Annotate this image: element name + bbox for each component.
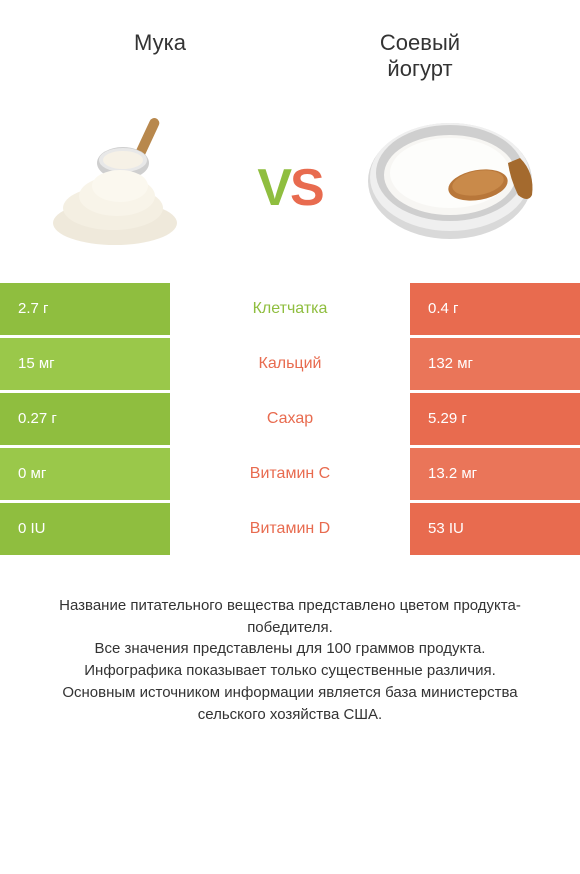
cell-nutrient-label: Витамин D	[170, 503, 410, 555]
cell-left-value: 15 мг	[0, 338, 170, 390]
product-title-left: Мука	[60, 30, 260, 83]
comparison-table: 2.7 гКлетчатка0.4 г15 мгКальций132 мг0.2…	[0, 283, 580, 555]
table-row: 15 мгКальций132 мг	[0, 338, 580, 390]
cell-left-value: 0 мг	[0, 448, 170, 500]
footnote-text: Название питательного вещества представл…	[0, 555, 580, 726]
table-row: 0 IUВитамин D53 IU	[0, 503, 580, 555]
product-image-right	[360, 103, 540, 253]
flour-icon	[45, 108, 215, 248]
cell-right-value: 132 мг	[410, 338, 580, 390]
header-row: Мука Соевыййогурт	[0, 0, 580, 93]
vs-letter-v: V	[257, 158, 290, 218]
cell-right-value: 53 IU	[410, 503, 580, 555]
yogurt-icon	[360, 103, 540, 253]
table-row: 2.7 гКлетчатка0.4 г	[0, 283, 580, 335]
vs-badge: VS	[257, 158, 322, 218]
table-row: 0.27 гСахар5.29 г	[0, 393, 580, 445]
cell-left-value: 0 IU	[0, 503, 170, 555]
cell-nutrient-label: Клетчатка	[170, 283, 410, 335]
images-row: VS	[0, 93, 580, 283]
cell-nutrient-label: Кальций	[170, 338, 410, 390]
cell-left-value: 0.27 г	[0, 393, 170, 445]
cell-right-value: 13.2 мг	[410, 448, 580, 500]
cell-right-value: 5.29 г	[410, 393, 580, 445]
product-image-left	[40, 103, 220, 253]
cell-left-value: 2.7 г	[0, 283, 170, 335]
cell-nutrient-label: Витамин C	[170, 448, 410, 500]
product-title-right: Соевыййогурт	[320, 30, 520, 83]
table-row: 0 мгВитамин C13.2 мг	[0, 448, 580, 500]
vs-letter-s: S	[290, 158, 323, 218]
cell-nutrient-label: Сахар	[170, 393, 410, 445]
cell-right-value: 0.4 г	[410, 283, 580, 335]
